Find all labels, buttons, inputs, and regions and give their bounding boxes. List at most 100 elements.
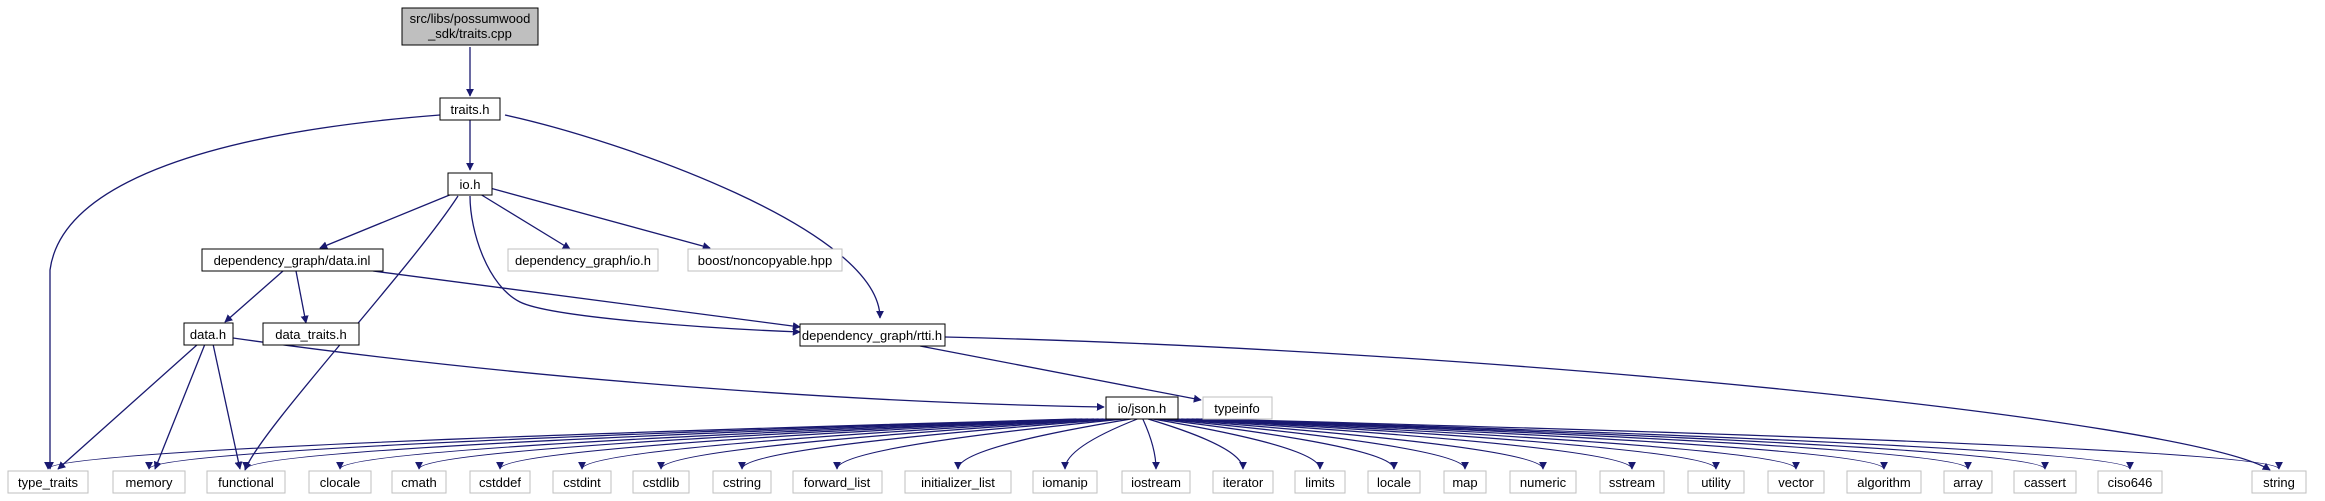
node-string[interactable]: string [2251, 470, 2307, 494]
node-noncopyable[interactable]: boost/noncopyable.hpp [687, 248, 843, 272]
node-limits[interactable]: limits [1294, 470, 1346, 494]
node-io-h[interactable]: io.h [447, 172, 493, 196]
edge-json-to-header-3 [336, 418, 1094, 470]
edge-data-h-functional [212, 343, 243, 470]
node-initializer-list-label: initializer_list [921, 475, 995, 490]
node-iostream[interactable]: iostream [1121, 470, 1191, 494]
node-iostream-label: iostream [1131, 475, 1181, 490]
node-traits-h[interactable]: traits.h [439, 97, 501, 121]
edge-json-to-header-7 [657, 418, 1114, 470]
node-functional[interactable]: functional [206, 470, 286, 494]
node-cstdint[interactable]: cstdint [552, 470, 612, 494]
node-cmath[interactable]: cmath [391, 470, 447, 494]
node-data-inl[interactable]: dependency_graph/data.inl [201, 248, 384, 272]
node-json-h-label: io/json.h [1118, 401, 1166, 416]
edge-json-to-header-6 [578, 418, 1109, 470]
node-rtti-h[interactable]: dependency_graph/rtti.h [799, 323, 946, 347]
node-clocale-label: clocale [320, 475, 360, 490]
root-node-traits-cpp[interactable]: src/libs/possumwood _sdk/traits.cpp [401, 7, 539, 46]
node-noncopyable-label: boost/noncopyable.hpp [698, 253, 832, 268]
edge-json-to-header-18 [1171, 418, 1636, 470]
edge-json-to-header-12 [1142, 418, 1160, 470]
node-typeinfo[interactable]: typeinfo [1202, 396, 1273, 420]
node-cstring[interactable]: cstring [712, 470, 772, 494]
node-traits-h-label: traits.h [450, 102, 489, 117]
node-vector-label: vector [1778, 475, 1814, 490]
edge-json-to-header-20 [1181, 418, 1800, 470]
node-json-h[interactable]: io/json.h [1105, 396, 1179, 420]
node-numeric[interactable]: numeric [1509, 470, 1577, 494]
node-forward-list[interactable]: forward_list [792, 470, 883, 494]
node-rtti-h-label: dependency_graph/rtti.h [802, 328, 942, 343]
node-numeric-label: numeric [1520, 475, 1567, 490]
edge-json-to-header-9 [833, 418, 1124, 470]
node-cstdlib[interactable]: cstdlib [632, 470, 690, 494]
edge-json-to-header-19 [1176, 418, 1720, 470]
node-dg-io-h[interactable]: dependency_graph/io.h [507, 248, 659, 272]
node-dg-io-h-label: dependency_graph/io.h [515, 253, 651, 268]
edge-io-data-inl [319, 193, 453, 249]
node-data-traits-h-label: data_traits.h [275, 327, 347, 342]
edge-data-inl-data-traits [295, 270, 309, 324]
node-iterator-label: iterator [1223, 475, 1264, 490]
std-header-row: type_traits memory functional clocale cm… [7, 470, 2307, 494]
edge-json-to-header-4 [415, 418, 1099, 470]
node-iomanip[interactable]: iomanip [1032, 470, 1098, 494]
edge-rtti-typeinfo [919, 345, 1202, 403]
node-algorithm[interactable]: algorithm [1846, 470, 1922, 494]
node-data-traits-h[interactable]: data_traits.h [262, 322, 360, 346]
edge-io-dg-io [479, 193, 571, 250]
node-forward-list-label: forward_list [804, 475, 871, 490]
edge-json-to-header-2 [242, 418, 1089, 470]
node-string-label: string [2263, 475, 2295, 490]
edge-json-to-header-8 [738, 418, 1119, 470]
edge-json-to-header-1 [145, 418, 1083, 470]
edge-json-to-header-24 [1201, 418, 2134, 470]
node-locale[interactable]: locale [1367, 470, 1421, 494]
edge-json-to-header-5 [496, 418, 1104, 470]
node-data-h[interactable]: data.h [183, 322, 234, 346]
edge-json-to-header-14 [1152, 418, 1324, 470]
node-utility-label: utility [1701, 475, 1731, 490]
node-initializer-list[interactable]: initializer_list [904, 470, 1012, 494]
edge-json-to-header-21 [1186, 418, 1888, 470]
root-node-label-line2: _sdk/traits.cpp [427, 26, 512, 41]
node-iomanip-label: iomanip [1042, 475, 1088, 490]
node-vector[interactable]: vector [1767, 470, 1825, 494]
node-type-traits-label: type_traits [18, 475, 78, 490]
edge-traits-rtti [504, 114, 884, 319]
node-typeinfo-label: typeinfo [1214, 401, 1260, 416]
node-array[interactable]: array [1943, 470, 1993, 494]
node-ciso646-label: ciso646 [2108, 475, 2153, 490]
edge-json-to-header-25 [1210, 418, 2283, 470]
node-sstream[interactable]: sstream [1599, 470, 1665, 494]
edge-json-to-header-16 [1161, 418, 1469, 470]
node-array-label: array [1953, 475, 1983, 490]
node-cstddef-label: cstddef [479, 475, 521, 490]
edge-json-to-header-0 [44, 418, 1077, 470]
node-functional-label: functional [218, 475, 274, 490]
node-utility[interactable]: utility [1687, 470, 1745, 494]
node-clocale[interactable]: clocale [308, 470, 372, 494]
node-iterator[interactable]: iterator [1212, 470, 1274, 494]
node-cstdlib-label: cstdlib [643, 475, 680, 490]
node-map[interactable]: map [1443, 470, 1487, 494]
node-cassert[interactable]: cassert [2013, 470, 2077, 494]
edge-data-h-memory [153, 343, 206, 470]
node-data-inl-label: dependency_graph/data.inl [214, 253, 371, 268]
edge-data-h-type-traits [57, 343, 199, 470]
edge-rtti-string [944, 336, 2271, 471]
edge-json-to-header-11 [1061, 418, 1138, 470]
edge-io-noncopyable [489, 187, 711, 250]
node-ciso646[interactable]: ciso646 [2097, 470, 2163, 494]
node-limits-label: limits [1305, 475, 1335, 490]
node-io-h-label: io.h [460, 177, 481, 192]
node-type-traits[interactable]: type_traits [7, 470, 89, 494]
edge-json-to-header-10 [954, 418, 1132, 470]
node-memory[interactable]: memory [112, 470, 186, 494]
edge-traits-type-traits [46, 114, 441, 470]
node-algorithm-label: algorithm [1857, 475, 1910, 490]
node-cstddef[interactable]: cstddef [469, 470, 531, 494]
node-locale-label: locale [1377, 475, 1411, 490]
